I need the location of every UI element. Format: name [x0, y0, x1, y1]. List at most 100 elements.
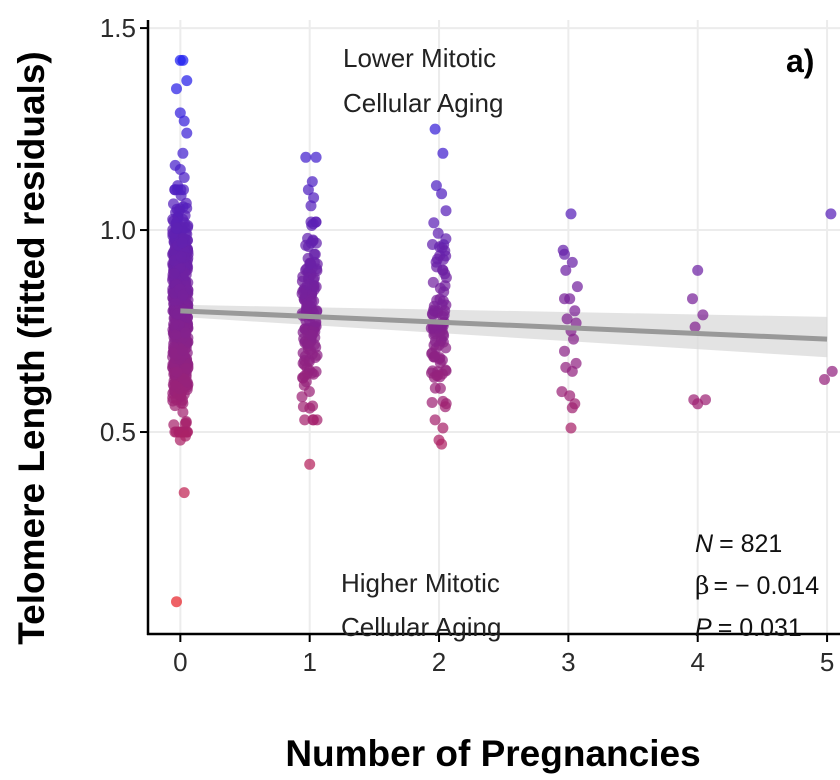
data-point	[428, 217, 440, 229]
stat-p: P = 0.031	[695, 614, 802, 642]
data-point	[439, 401, 451, 413]
data-point	[311, 305, 323, 317]
data-point	[310, 237, 322, 249]
data-point	[568, 333, 579, 345]
stat-n: N = 821	[695, 530, 782, 558]
data-point	[297, 271, 309, 283]
data-point	[297, 347, 309, 359]
data-point	[304, 458, 316, 470]
stat-p-label: P	[695, 614, 712, 642]
data-point	[438, 330, 450, 342]
data-point	[175, 251, 187, 263]
data-point	[439, 268, 451, 280]
data-point	[432, 227, 444, 239]
data-point	[305, 329, 317, 341]
data-point	[437, 295, 449, 307]
stat-beta-label: β	[695, 571, 709, 600]
data-point	[439, 280, 451, 292]
x-tick-label-4: 4	[690, 647, 704, 677]
y-tick-label-1: 1.0	[100, 215, 136, 245]
data-point	[178, 115, 190, 127]
data-point	[430, 256, 442, 268]
data-points-layer	[167, 54, 838, 608]
data-point	[180, 197, 192, 209]
data-point	[311, 414, 323, 426]
data-point	[429, 414, 441, 426]
data-point	[697, 309, 709, 321]
data-point	[307, 400, 319, 412]
data-point	[569, 305, 581, 317]
data-point	[302, 184, 314, 196]
data-point	[176, 345, 188, 356]
data-point	[434, 371, 446, 383]
data-point	[438, 309, 450, 321]
data-point	[566, 365, 578, 377]
x-tick-label-3: 3	[561, 647, 575, 677]
data-point	[428, 304, 439, 316]
y-tick-label-2: 1.5	[100, 13, 136, 43]
data-point	[692, 264, 704, 276]
data-point	[427, 239, 438, 250]
data-point	[437, 147, 449, 159]
panel-label: a)	[786, 43, 814, 79]
data-point	[566, 256, 578, 268]
data-point	[429, 123, 441, 135]
data-point	[306, 348, 318, 360]
data-point	[565, 422, 577, 434]
data-point	[172, 308, 183, 320]
data-point	[436, 188, 448, 200]
data-point	[180, 327, 192, 339]
data-point	[310, 366, 322, 378]
data-point	[179, 418, 191, 430]
y-axis-title: Telomere Length (fitted residuals)	[11, 51, 52, 644]
data-point	[425, 322, 437, 334]
data-point	[434, 382, 446, 394]
data-point	[310, 151, 322, 163]
annotation-top-line1: Lower Mitotic	[343, 43, 496, 73]
data-point	[171, 596, 182, 608]
data-point	[172, 180, 184, 192]
data-point	[179, 222, 191, 234]
data-point	[687, 293, 698, 305]
data-point	[819, 374, 830, 385]
data-point	[178, 487, 190, 499]
data-point	[689, 321, 701, 333]
data-point	[306, 220, 318, 231]
data-point	[440, 205, 452, 217]
data-point	[171, 366, 183, 378]
data-point	[177, 147, 189, 159]
data-point	[436, 438, 448, 450]
data-point	[559, 248, 570, 260]
data-point	[430, 180, 442, 192]
stat-p-value: = 0.031	[718, 614, 802, 642]
stat-beta: β = − 0.014	[695, 571, 819, 600]
data-point	[170, 296, 182, 308]
regression-line-layer	[180, 308, 828, 342]
data-point	[174, 434, 186, 446]
data-point	[427, 276, 439, 288]
data-point	[177, 289, 189, 301]
data-point	[169, 400, 181, 412]
data-point	[300, 151, 312, 163]
data-point	[429, 335, 441, 347]
data-point	[426, 397, 438, 408]
data-point	[296, 288, 308, 300]
annotation-bottom-line1: Higher Mitotic	[341, 568, 500, 598]
data-point	[564, 293, 576, 305]
y-tick-label-0: 0.5	[100, 417, 136, 447]
data-point	[182, 363, 193, 375]
data-point	[825, 208, 837, 220]
data-point	[177, 54, 189, 66]
data-point	[309, 248, 321, 260]
data-point	[566, 402, 578, 414]
data-point	[177, 406, 189, 418]
x-axis-title: Number of Pregnancies	[285, 733, 700, 774]
axes	[140, 20, 840, 642]
data-point	[560, 264, 572, 276]
data-point	[171, 83, 182, 95]
data-point	[310, 281, 322, 293]
x-tick-label-2: 2	[432, 647, 446, 677]
data-point	[304, 258, 316, 270]
data-point	[170, 380, 181, 392]
